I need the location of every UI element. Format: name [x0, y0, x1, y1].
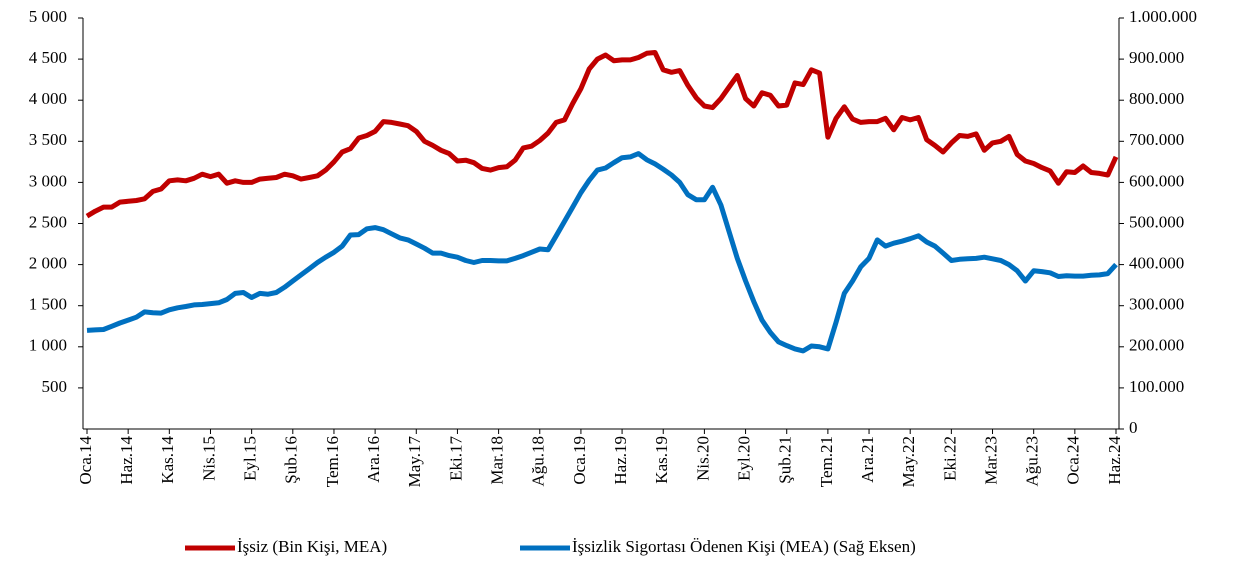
y-tick-label: 5 000 — [29, 7, 67, 26]
legend-label: İşsizlik Sigortası Ödenen Kişi (MEA) (Sa… — [572, 537, 916, 556]
x-tick-label: Haz.19 — [611, 436, 630, 485]
y-tick-label: 3 000 — [29, 171, 67, 190]
x-tick-label: Tem.16 — [323, 436, 342, 487]
x-tick-label: Nis.15 — [199, 436, 218, 481]
x-tick-label: Eyl.15 — [241, 436, 260, 481]
y-tick-label: 1 000 — [29, 336, 67, 355]
y-tick-label: 3 500 — [29, 130, 67, 149]
y2-tick-label: 900.000 — [1129, 48, 1184, 67]
x-tick-label: Ağu.23 — [1023, 436, 1042, 487]
x-tick-label: Nis.20 — [693, 436, 712, 481]
x-tick-label: Oca.14 — [76, 436, 95, 485]
x-tick-label: Şub.21 — [776, 436, 795, 484]
x-tick-label: Kas.14 — [158, 436, 177, 484]
legend-label: İşsiz (Bin Kişi, MEA) — [237, 537, 387, 556]
y2-tick-label: 1.000.000 — [1129, 7, 1197, 26]
y-tick-label: 4 500 — [29, 48, 67, 67]
x-tick-label: Şub.16 — [282, 436, 301, 484]
y2-tick-label: 0 — [1129, 418, 1138, 437]
x-tick-label: Oca.24 — [1064, 436, 1083, 485]
x-tick-label: Kas.19 — [652, 436, 671, 484]
x-tick-label: Tem.21 — [817, 436, 836, 487]
x-tick-label: Ara.21 — [858, 436, 877, 483]
y-tick-label: 1 500 — [29, 295, 67, 314]
y2-tick-label: 700.000 — [1129, 130, 1184, 149]
x-tick-label: Eki.17 — [446, 436, 465, 481]
y-tick-label: 2 000 — [29, 254, 67, 273]
y2-tick-label: 300.000 — [1129, 295, 1184, 314]
y-tick-label: 4 000 — [29, 89, 67, 108]
x-tick-label: Haz.14 — [117, 436, 136, 485]
x-tick-label: Mar.18 — [488, 436, 507, 485]
y-tick-label: 500 — [42, 377, 68, 396]
x-tick-label: Oca.19 — [570, 436, 589, 485]
x-tick-label: May.22 — [899, 436, 918, 487]
y2-tick-label: 500.000 — [1129, 212, 1184, 231]
x-tick-label: Haz.24 — [1105, 436, 1124, 485]
x-tick-label: Eyl.20 — [734, 436, 753, 481]
y2-tick-label: 400.000 — [1129, 254, 1184, 273]
x-tick-label: Eki.22 — [940, 436, 959, 481]
y2-tick-label: 200.000 — [1129, 336, 1184, 355]
y2-tick-label: 100.000 — [1129, 377, 1184, 396]
series-line — [85, 50, 1119, 219]
y2-tick-label: 600.000 — [1129, 171, 1184, 190]
x-tick-label: Mar.23 — [981, 436, 1000, 485]
series-line — [86, 151, 1118, 354]
y-tick-label: 2 500 — [29, 212, 67, 231]
x-tick-label: May.17 — [405, 436, 424, 488]
y2-tick-label: 800.000 — [1129, 89, 1184, 108]
x-tick-label: Ara.16 — [364, 436, 383, 483]
x-tick-label: Ağu.18 — [529, 436, 548, 487]
